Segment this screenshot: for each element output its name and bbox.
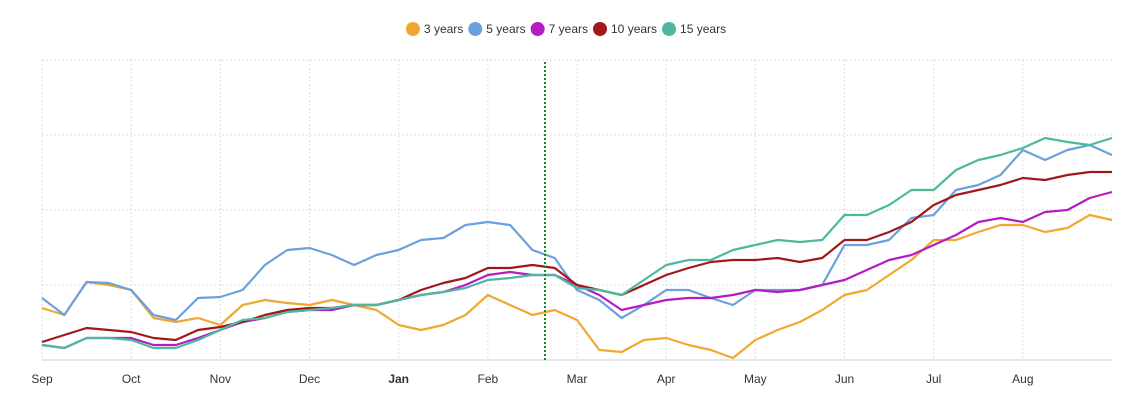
legend-item: 15 years xyxy=(662,22,726,36)
x-tick-label: Jul xyxy=(926,372,941,386)
legend-swatch xyxy=(593,22,608,36)
x-tick-label: Mar xyxy=(567,372,588,386)
legend-swatch xyxy=(405,22,420,36)
x-tick-label: Apr xyxy=(657,372,676,386)
x-tick-label: Sep xyxy=(31,372,53,386)
grid xyxy=(41,59,1112,361)
x-axis: Sep Oct Nov Dec Jan Feb Mar Apr May Jun Jul Aug xyxy=(31,372,1033,386)
x-tick-label: Nov xyxy=(210,372,231,386)
legend: 3 years 5 years 7 years 10 years 15 years xyxy=(405,22,726,36)
lines xyxy=(41,136,1113,360)
x-tick-label: Jan xyxy=(388,372,409,386)
legend-item: 7 years xyxy=(530,22,588,36)
legend-label: 5 years xyxy=(486,22,525,36)
series-line xyxy=(41,136,1113,350)
legend-swatch xyxy=(468,22,483,36)
legend-item: 3 years xyxy=(405,22,463,36)
legend-swatch xyxy=(530,22,545,36)
legend-label: 10 years xyxy=(611,22,657,36)
x-tick-label: May xyxy=(744,372,767,386)
x-tick-label: Oct xyxy=(122,372,141,386)
x-tick-label: Jun xyxy=(835,372,854,386)
legend-label: 7 years xyxy=(549,22,588,36)
legend-item: 10 years xyxy=(593,22,657,36)
legend-label: 15 years xyxy=(680,22,726,36)
x-tick-label: Feb xyxy=(477,372,498,386)
legend-item: 5 years xyxy=(468,22,526,36)
series-line xyxy=(41,143,1113,322)
x-tick-label: Dec xyxy=(299,372,320,386)
legend-swatch xyxy=(662,22,677,36)
series-line xyxy=(41,213,1113,360)
series-line xyxy=(41,170,1112,344)
legend-label: 3 years xyxy=(424,22,463,36)
x-tick-label: Aug xyxy=(1012,372,1033,386)
